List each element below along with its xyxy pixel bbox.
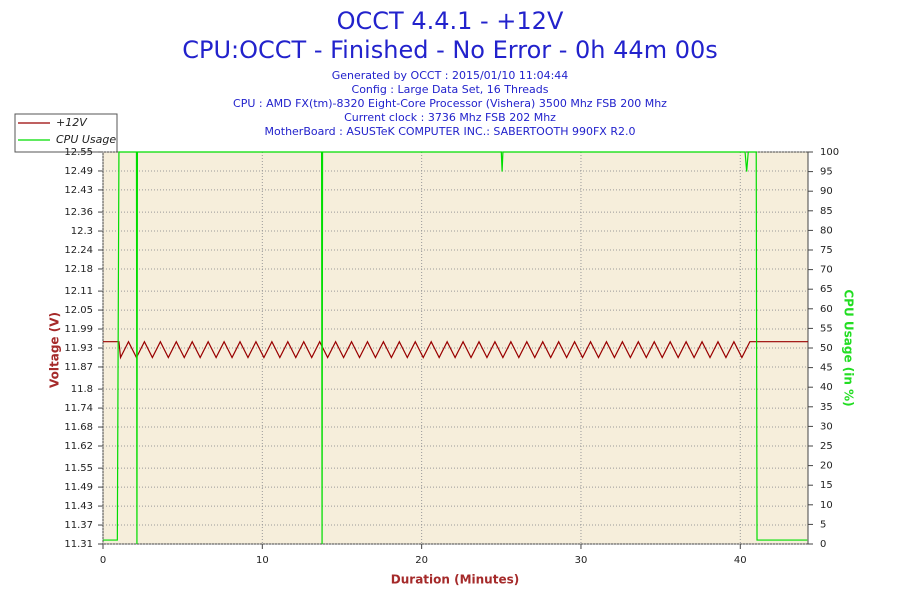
y-tick-label: 11.31 <box>64 539 93 550</box>
y2-tick-label: 95 <box>820 167 833 178</box>
chart-subtitle: CPU:OCCT - Finished - No Error - 0h 44m … <box>182 36 718 64</box>
y2-tick-label: 25 <box>820 441 833 452</box>
y2-tick-label: 40 <box>820 382 833 393</box>
legend-label: CPU Usage <box>56 133 116 146</box>
y-tick-label: 11.37 <box>64 520 93 531</box>
y-tick-label: 11.43 <box>64 501 93 512</box>
y-tick-label: 12.18 <box>64 264 93 275</box>
y2-tick-label: 100 <box>820 147 839 158</box>
y-tick-label: 12.43 <box>64 185 93 196</box>
y2-tick-label: 50 <box>820 343 833 354</box>
y2-tick-label: 35 <box>820 402 833 413</box>
y2-tick-label: 75 <box>820 245 833 256</box>
y-tick-label: 11.62 <box>64 441 93 452</box>
y2-tick-label: 70 <box>820 265 833 276</box>
info-line: CPU : AMD FX(tm)-8320 Eight-Core Process… <box>233 97 667 110</box>
y2-tick-label: 0 <box>820 539 826 550</box>
y-tick-label: 12.3 <box>71 226 93 237</box>
x-tick-label: 40 <box>734 555 747 566</box>
series-line <box>103 151 808 545</box>
y2-tick-label: 65 <box>820 284 833 295</box>
y-tick-label: 12.11 <box>64 286 93 297</box>
y-tick-label: 11.8 <box>71 384 93 395</box>
x-tick-label: 20 <box>415 555 428 566</box>
y2-tick-label: 90 <box>820 186 833 197</box>
y2-tick-label: 80 <box>820 225 833 236</box>
y2-tick-label: 45 <box>820 363 833 374</box>
y-tick-label: 11.55 <box>64 463 93 474</box>
legend-box <box>14 113 118 153</box>
y2-tick-label: 5 <box>820 519 826 530</box>
info-line: MotherBoard : ASUSTeK COMPUTER INC.: SAB… <box>265 125 636 138</box>
series-line <box>103 340 808 360</box>
y-tick-label: 11.49 <box>64 482 93 493</box>
legend-label: +12V <box>56 116 88 129</box>
y2-tick-label: 10 <box>820 500 833 511</box>
y2-tick-label: 85 <box>820 206 833 217</box>
y2-tick-label: 30 <box>820 421 833 432</box>
y2-tick-label: 20 <box>820 461 833 472</box>
y-tick-label: 11.87 <box>64 362 93 373</box>
info-line: Generated by OCCT : 2015/01/10 11:04:44 <box>332 69 569 82</box>
y2-tick-label: 55 <box>820 323 833 334</box>
y-tick-label: 12.05 <box>64 305 93 316</box>
y2-tick-label: 60 <box>820 304 833 315</box>
x-tick-label: 10 <box>256 555 269 566</box>
info-line: Current clock : 3736 Mhz FSB 202 Mhz <box>344 111 556 124</box>
y2-tick-label: 15 <box>820 480 833 491</box>
y-tick-label: 12.55 <box>64 147 93 158</box>
chart-title: OCCT 4.4.1 - +12V <box>337 7 564 35</box>
y-axis-label: Voltage (V) <box>48 312 62 388</box>
y-tick-label: 12.36 <box>64 207 93 218</box>
x-tick-label: 30 <box>575 555 588 566</box>
info-line: Config : Large Data Set, 16 Threads <box>352 83 549 96</box>
y-tick-label: 11.74 <box>64 403 93 414</box>
y-tick-label: 12.24 <box>64 245 93 256</box>
x-tick-label: 0 <box>100 555 106 566</box>
y-tick-label: 11.93 <box>64 343 93 354</box>
y-tick-label: 11.99 <box>64 324 93 335</box>
y-tick-label: 12.49 <box>64 166 93 177</box>
x-axis-label: Duration (Minutes) <box>391 573 519 587</box>
y-tick-label: 11.68 <box>64 422 93 433</box>
y2-axis-label: CPU Usage (in %) <box>842 289 856 406</box>
